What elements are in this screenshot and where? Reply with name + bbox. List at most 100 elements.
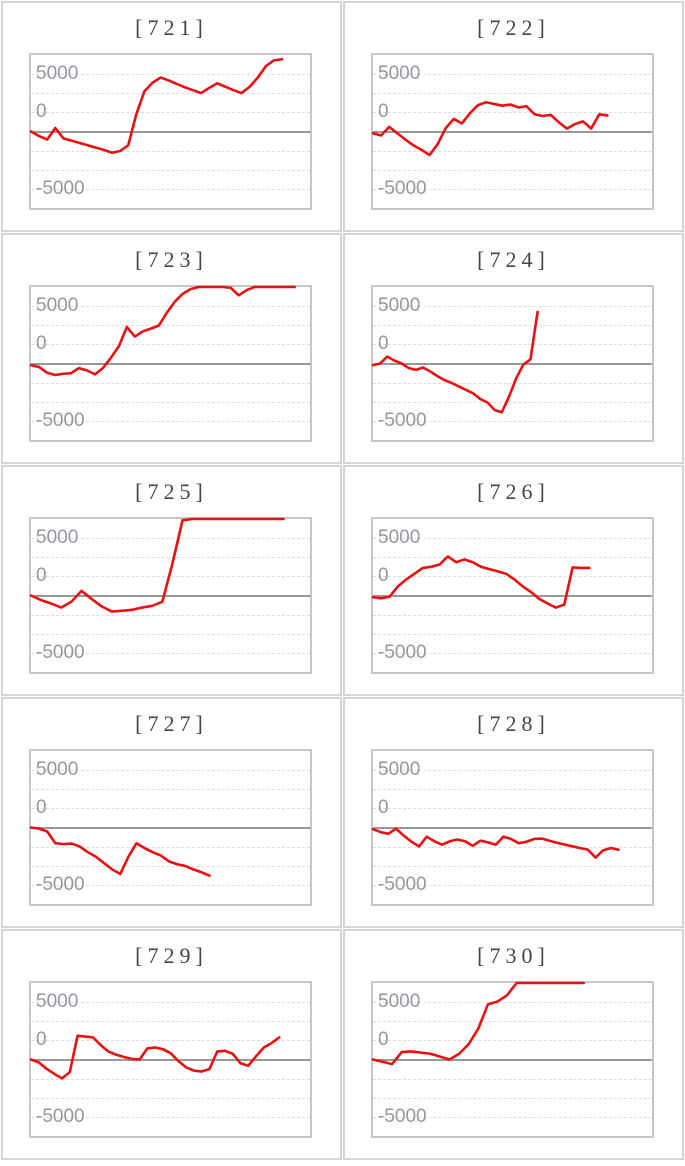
zero-axis-line [31, 594, 310, 597]
zero-axis-line [31, 1058, 310, 1061]
zero-axis-line [373, 130, 652, 133]
line-series [373, 751, 652, 904]
y-axis-label-0: 0 [378, 565, 389, 587]
gridline [373, 112, 652, 114]
gridline [31, 1002, 310, 1004]
zero-axis-line [31, 130, 310, 133]
plot-area: 5000 0 -5000 [29, 749, 312, 906]
chart-card: [730] 5000 0 -5000 [343, 929, 684, 1160]
chart-title: [723] [135, 247, 208, 272]
line-series [373, 287, 652, 440]
y-axis-label-neg5000: -5000 [36, 873, 85, 895]
gridline [373, 382, 652, 384]
y-axis-label-neg5000: -5000 [36, 177, 85, 199]
gridline [31, 770, 310, 772]
chart-title: [724] [477, 247, 550, 272]
plot-area: 5000 0 -5000 [371, 285, 654, 442]
gridline [31, 420, 310, 422]
plot-area: 5000 0 -5000 [371, 981, 654, 1138]
y-axis-label-neg5000: -5000 [378, 409, 427, 431]
chart-card: [724] 5000 0 -5000 [343, 233, 684, 464]
y-axis-label-neg5000: -5000 [36, 409, 85, 431]
chart-card: [727] 5000 0 -5000 [1, 697, 342, 928]
line-series [31, 983, 310, 1136]
chart-card: [722] 5000 0 -5000 [343, 1, 684, 232]
y-axis-label-0: 0 [36, 797, 47, 819]
chart-title: [726] [477, 479, 550, 504]
y-axis-label-0: 0 [36, 101, 47, 123]
y-axis-label-5000: 5000 [36, 991, 79, 1013]
y-axis-label-0: 0 [378, 101, 389, 123]
chart-title: [722] [477, 15, 550, 40]
gridline [373, 1097, 652, 1099]
gridline [31, 633, 310, 635]
chart-card: [725] 5000 0 -5000 [1, 465, 342, 696]
gridline [373, 633, 652, 635]
gridline [31, 884, 310, 886]
chart-card: [728] 5000 0 -5000 [343, 697, 684, 928]
y-axis-label-neg5000: -5000 [36, 641, 85, 663]
y-axis-label-5000: 5000 [36, 759, 79, 781]
y-axis-label-neg5000: -5000 [378, 641, 427, 663]
gridline [373, 169, 652, 171]
gridline [373, 865, 652, 867]
gridline [373, 557, 652, 559]
y-axis-label-0: 0 [36, 333, 47, 355]
gridline [373, 1116, 652, 1118]
gridline [373, 306, 652, 308]
y-axis-label-5000: 5000 [36, 63, 79, 85]
gridline [31, 576, 310, 578]
zero-axis-line [31, 826, 310, 829]
gridline [373, 325, 652, 327]
zero-axis-line [373, 362, 652, 365]
gridline [373, 538, 652, 540]
chart-title: [721] [135, 15, 208, 40]
zero-axis-line [373, 594, 652, 597]
y-axis-label-5000: 5000 [378, 527, 421, 549]
y-axis-label-neg5000: -5000 [36, 1105, 85, 1127]
gridline [373, 74, 652, 76]
y-axis-label-5000: 5000 [378, 759, 421, 781]
y-axis-label-neg5000: -5000 [378, 1105, 427, 1127]
line-series [31, 55, 310, 208]
line-series [373, 519, 652, 672]
gridline [373, 614, 652, 616]
gridline [373, 808, 652, 810]
gridline [373, 150, 652, 152]
y-axis-label-5000: 5000 [36, 527, 79, 549]
plot-area: 5000 0 -5000 [29, 517, 312, 674]
gridline [31, 382, 310, 384]
gridline [31, 1097, 310, 1099]
gridline [31, 93, 310, 95]
y-axis-label-0: 0 [378, 1029, 389, 1051]
y-axis-label-5000: 5000 [378, 295, 421, 317]
chart-title: [730] [477, 943, 550, 968]
gridline [373, 344, 652, 346]
gridline [31, 538, 310, 540]
gridline [31, 1116, 310, 1118]
gridline [373, 884, 652, 886]
gridline [31, 112, 310, 114]
gridline [31, 344, 310, 346]
gridline [31, 652, 310, 654]
line-series [31, 751, 310, 904]
line-series [373, 55, 652, 208]
plot-area: 5000 0 -5000 [29, 981, 312, 1138]
y-axis-label-0: 0 [36, 1029, 47, 1051]
zero-axis-line [31, 362, 310, 365]
chart-card: [723] 5000 0 -5000 [1, 233, 342, 464]
gridline [31, 614, 310, 616]
y-axis-label-0: 0 [36, 565, 47, 587]
chart-card: [721] 5000 0 -5000 [1, 1, 342, 232]
chart-card: [726] 5000 0 -5000 [343, 465, 684, 696]
chart-card: [729] 5000 0 -5000 [1, 929, 342, 1160]
gridline [373, 401, 652, 403]
gridline [373, 93, 652, 95]
gridline [31, 325, 310, 327]
gridline [31, 188, 310, 190]
y-axis-label-neg5000: -5000 [378, 873, 427, 895]
gridline [31, 865, 310, 867]
gridline [373, 1078, 652, 1080]
gridline [373, 1021, 652, 1023]
